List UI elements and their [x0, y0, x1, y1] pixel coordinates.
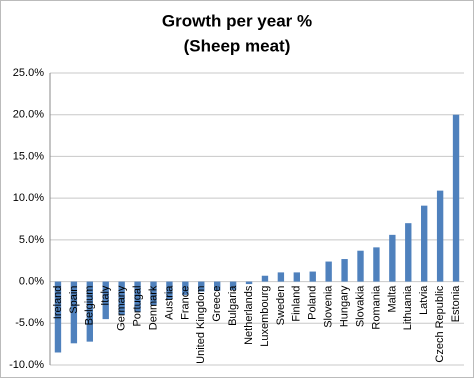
x-tick-label: Lithuania: [402, 285, 414, 331]
x-tick-label: Hungary: [338, 285, 350, 327]
bar: [452, 114, 460, 282]
y-tick-label: -5.0%: [15, 317, 44, 329]
x-tick-label: Germany: [116, 285, 128, 331]
y-tick-label: 25.0%: [13, 67, 44, 79]
bar: [357, 250, 364, 282]
x-tick-label: Estonia: [450, 285, 462, 323]
x-tick-label: Latvia: [418, 285, 430, 315]
x-tick-label: Malta: [386, 285, 398, 313]
y-tick-label: 15.0%: [13, 150, 44, 162]
bar: [277, 272, 285, 282]
x-tick-label: Czech Republic: [434, 285, 446, 363]
bar: [373, 247, 380, 282]
x-tick-label: France: [179, 286, 191, 320]
x-tick-label: Netherlands: [243, 285, 255, 345]
bar: [436, 190, 444, 282]
x-tick-label: Slovakia: [354, 285, 366, 327]
bar: [134, 281, 141, 312]
y-tick-label: 20.0%: [13, 109, 44, 121]
bar: [229, 281, 237, 290]
y-tick-label: 5.0%: [19, 234, 44, 246]
x-tick-label: Poland: [307, 286, 319, 320]
bar: [389, 234, 396, 282]
x-tick-label: Luxembourg: [259, 286, 271, 347]
bar: [293, 272, 300, 282]
x-tick-label: Denmark: [147, 285, 159, 330]
x-tick-label: Finland: [291, 286, 303, 322]
bar: [421, 205, 428, 282]
x-tick-label: Slovenia: [323, 285, 335, 328]
y-tick-label: 10.0%: [13, 192, 44, 204]
x-tick-label: Spain: [68, 286, 80, 314]
x-tick-label: Bulgaria: [227, 285, 239, 326]
bar: [182, 281, 189, 295]
bar: [245, 281, 253, 285]
chart-subtitle: (Sheep meat): [184, 36, 291, 55]
bar: [405, 223, 412, 282]
x-tick-label: Greece: [211, 286, 223, 322]
x-tick-label: Belgium: [84, 286, 96, 326]
bar: [309, 271, 316, 282]
y-tick-label: 0.0%: [19, 275, 44, 287]
chart-title: Growth per year %: [162, 11, 312, 30]
bar: [214, 281, 221, 291]
bar: [261, 275, 269, 282]
x-tick-label: United Kingdom: [195, 286, 207, 364]
bar: [70, 281, 78, 344]
x-tick-label: Italy: [100, 285, 112, 306]
bar: [150, 281, 157, 305]
bar: [325, 261, 332, 282]
x-tick-label: Austria: [163, 285, 175, 320]
y-tick-label: -10.0%: [9, 359, 44, 371]
x-tick-label: Portugal: [131, 286, 143, 327]
bar: [54, 281, 62, 353]
bar: [102, 281, 109, 320]
bar: [86, 281, 93, 342]
x-tick-label: Romania: [370, 285, 382, 330]
bar: [198, 281, 205, 292]
x-tick-label: Ireland: [52, 286, 64, 320]
bar: [166, 281, 173, 300]
bar: [118, 281, 125, 315]
bar: [341, 259, 348, 282]
x-tick-label: Sweden: [275, 286, 287, 326]
